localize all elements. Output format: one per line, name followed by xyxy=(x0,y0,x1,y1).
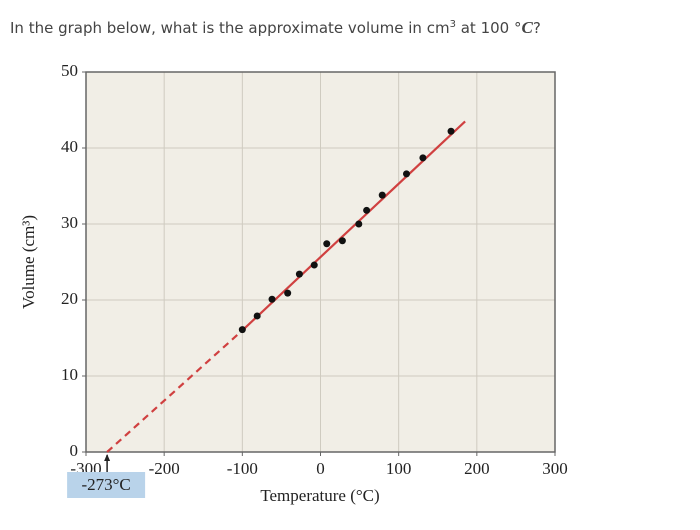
data-point xyxy=(402,170,410,178)
question-text: at 100 ° xyxy=(455,19,522,37)
x-tick-label: 100 xyxy=(386,459,412,478)
data-point xyxy=(323,240,331,248)
question-text: In the graph below, what is the approxim… xyxy=(10,19,450,37)
fit-line xyxy=(106,329,244,453)
x-tick-label: 0 xyxy=(316,459,325,478)
data-point xyxy=(295,270,303,278)
question-var: C xyxy=(521,18,533,37)
annotation-box xyxy=(67,472,146,498)
y-tick-label: 0 xyxy=(70,441,79,460)
y-tick-label: 50 xyxy=(61,61,78,80)
data-point xyxy=(363,206,371,214)
question-sup: 3 xyxy=(449,19,456,30)
y-tick-label: 40 xyxy=(61,137,78,156)
y-axis-label: Volume (cm³) xyxy=(19,215,38,309)
fit-line xyxy=(241,120,466,332)
x-tick-label: -100 xyxy=(227,459,258,478)
data-point xyxy=(378,191,386,199)
data-point xyxy=(355,220,363,228)
data-point xyxy=(419,154,427,162)
question: In the graph below, what is the approxim… xyxy=(10,18,541,38)
data-point xyxy=(268,295,276,303)
y-tick-label: 30 xyxy=(61,213,78,232)
y-tick-label: 10 xyxy=(61,365,78,384)
annotation-label: -273°C xyxy=(81,475,130,494)
x-tick-label: 300 xyxy=(542,459,568,478)
x-tick-label: -200 xyxy=(149,459,180,478)
annotation-arrowhead xyxy=(104,454,111,461)
question-text: ? xyxy=(532,19,541,37)
x-axis-label: Temperature (°C) xyxy=(260,486,379,505)
data-point xyxy=(284,289,292,297)
data-point xyxy=(338,237,346,245)
data-point xyxy=(447,127,455,135)
data-point xyxy=(253,312,261,320)
y-tick-label: 20 xyxy=(61,289,78,308)
data-point xyxy=(310,261,318,269)
data-point xyxy=(238,326,246,334)
x-tick-label: 200 xyxy=(464,459,490,478)
